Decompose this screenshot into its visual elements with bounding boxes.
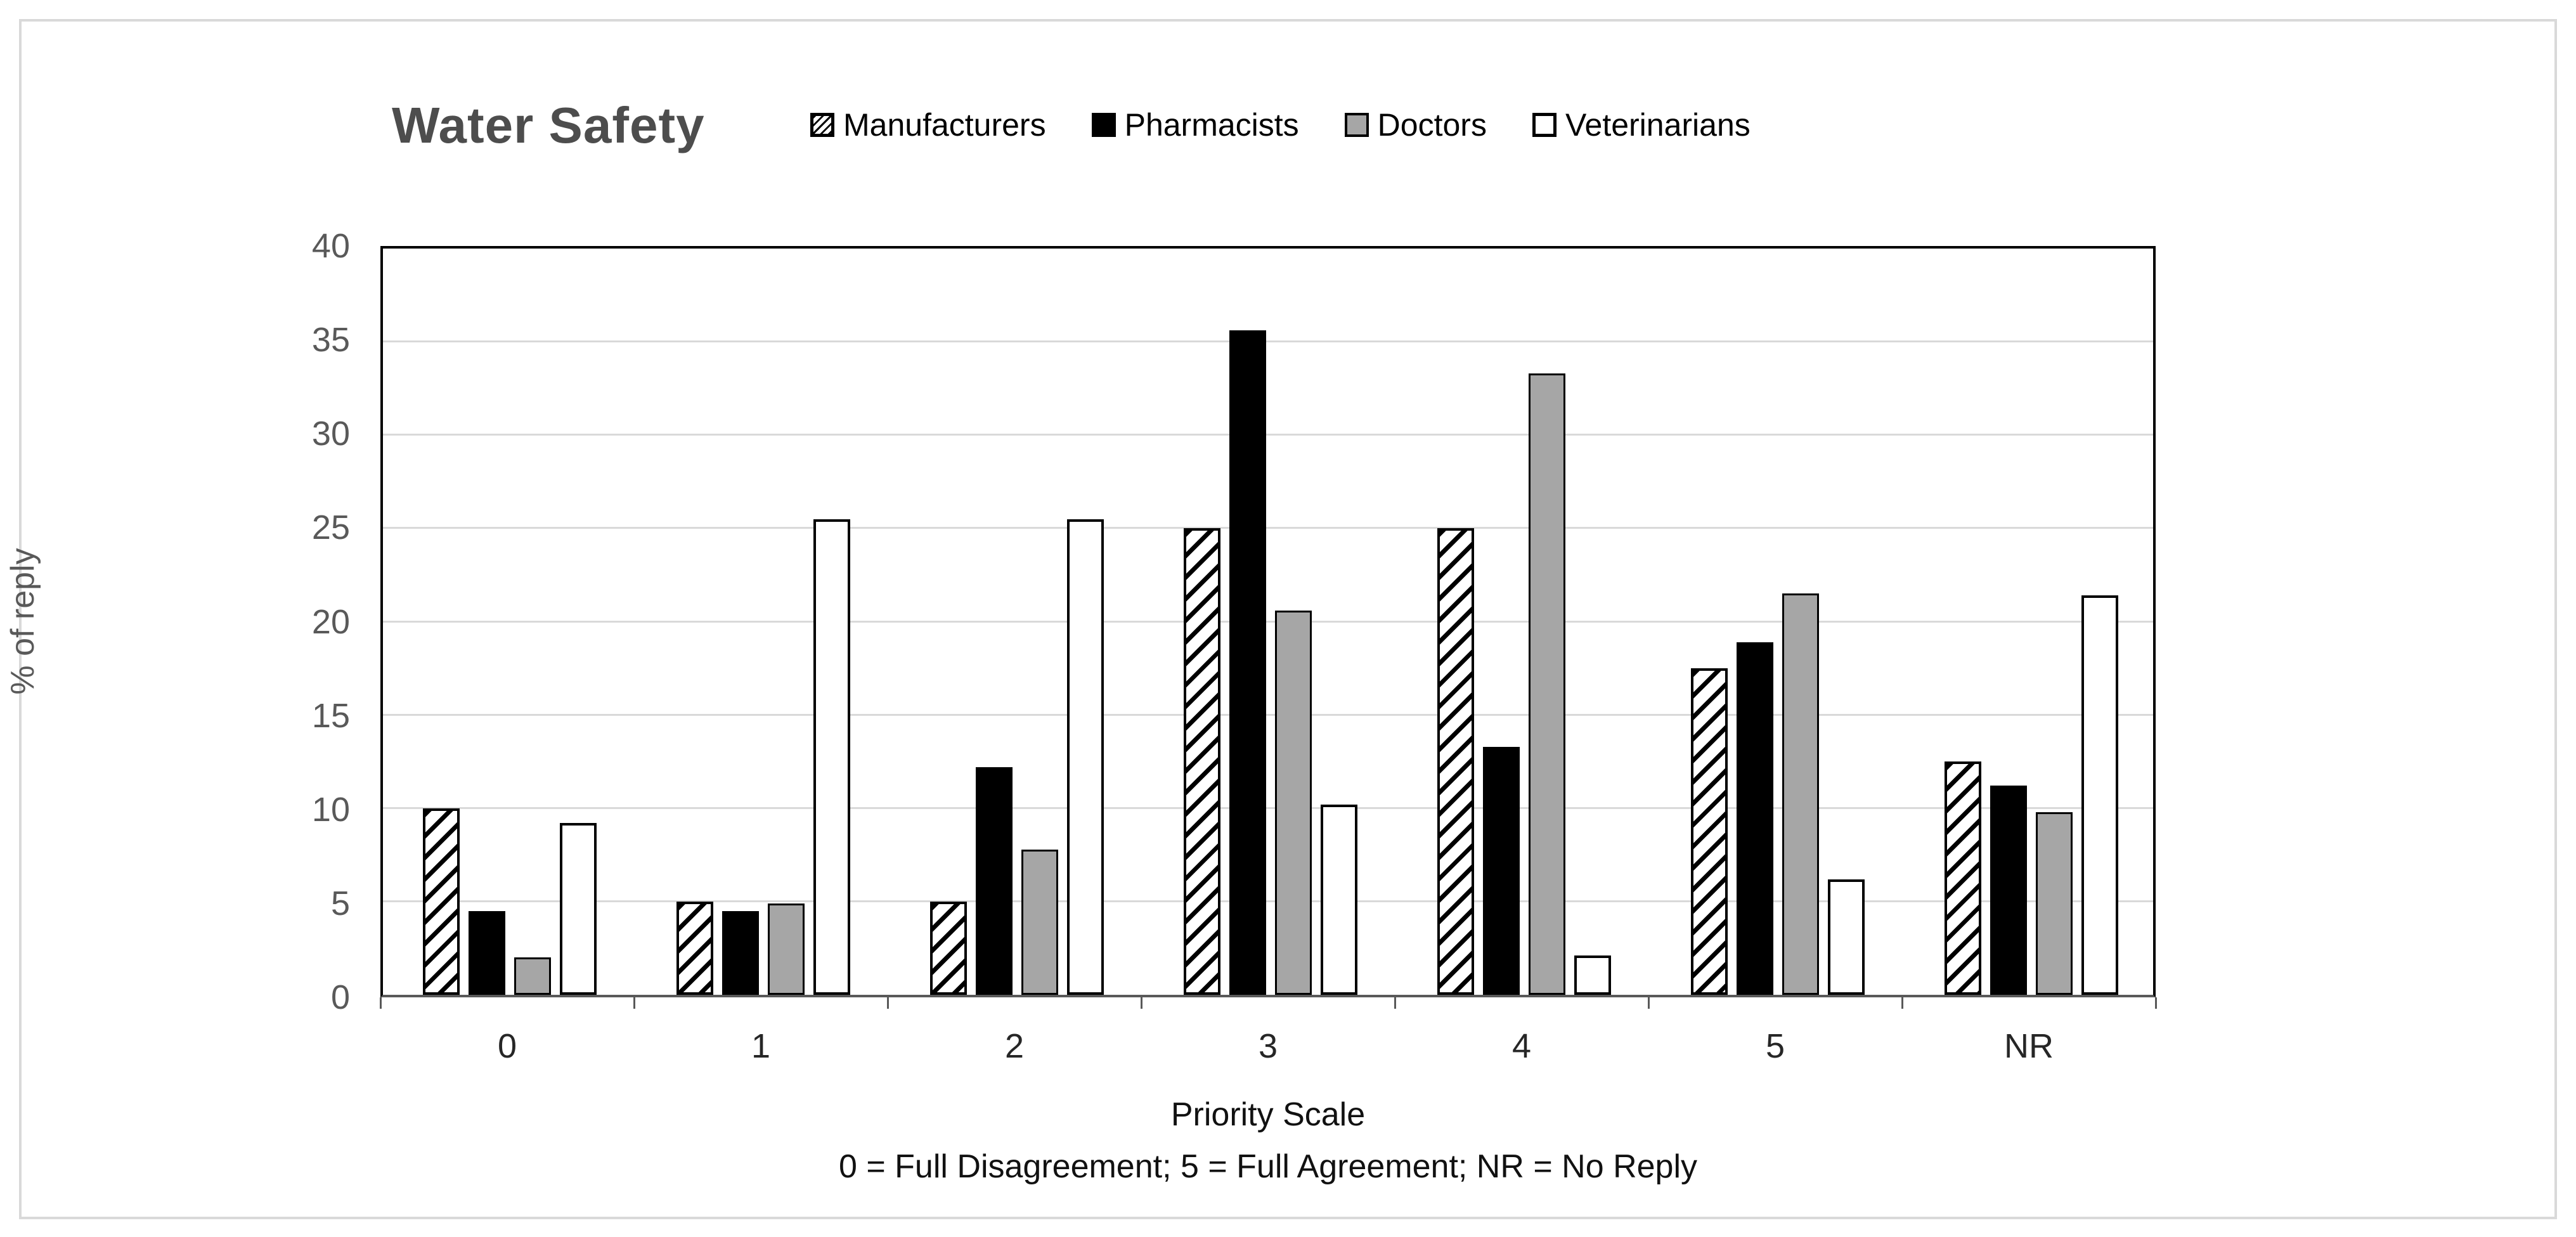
category-group-0 [383,249,637,995]
bar-doctors-0 [514,957,551,995]
y-tick-label: 0 [330,978,350,1016]
bar-doctors-2 [1021,849,1058,995]
category-group-5 [1651,249,1905,995]
gridline [383,434,2153,436]
x-tick-label-5: 5 [1765,1027,1785,1065]
bar-pharmacists-NR [1990,786,2027,995]
legend: Manufacturers Pharmacists Doctors Veteri… [810,109,1751,141]
bar-pharmacists-3 [1229,330,1266,995]
category-group-4 [1397,249,1651,995]
category-group-2 [890,249,1144,995]
y-tick-label: 10 [311,790,350,829]
bar-doctors-1 [768,903,805,995]
chart-title: Water Safety [392,97,705,153]
bar-manufacturers-0 [423,808,460,995]
y-tick-label: 35 [311,321,350,359]
bar-veterinarians-3 [1321,804,1357,995]
bar-manufacturers-1 [676,901,713,995]
x-axis-title: Priority Scale [1170,1096,1366,1133]
bar-manufacturers-3 [1184,528,1220,995]
gridline [383,527,2153,529]
bar-veterinarians-4 [1574,955,1611,995]
bar-groups [383,249,2153,995]
bar-pharmacists-2 [976,767,1013,995]
x-tick-mark [886,997,889,1009]
legend-item-pharmacists: Pharmacists [1091,107,1299,143]
bar-veterinarians-NR [2081,595,2118,995]
veterinarians-swatch-icon [1532,113,1557,137]
x-tick-label-0: 0 [497,1027,517,1065]
legend-item-doctors: Doctors [1344,107,1487,143]
bar-doctors-3 [1275,610,1312,995]
bar-manufacturers-2 [930,901,967,995]
category-group-NR [1905,249,2158,995]
x-tick-mark [1141,997,1142,1009]
x-tick-label-2: 2 [1004,1027,1025,1065]
legend-item-veterinarians: Veterinarians [1532,109,1751,141]
y-tick-label: 5 [330,884,350,923]
gridline [383,806,2153,809]
legend-label: Veterinarians [1565,107,1751,143]
axis-footnote: 0 = Full Disagreement; 5 = Full Agreemen… [838,1148,1698,1185]
bar-veterinarians-2 [1067,519,1104,995]
bar-pharmacists-5 [1737,642,1773,995]
x-axis-ticks [380,997,2157,1010]
legend-label: Manufacturers [843,107,1046,143]
x-tick-mark [1394,997,1396,1009]
x-tick-mark [1901,997,1903,1009]
bar-veterinarians-0 [560,823,597,995]
x-tick-label-3: 3 [1258,1027,1278,1065]
x-tick-mark [2155,997,2157,1009]
legend-label: Pharmacists [1124,107,1299,143]
x-tick-label-1: 1 [751,1027,771,1065]
x-tick-mark [380,997,382,1009]
y-tick-label: 15 [311,696,350,735]
x-tick-mark [633,997,635,1009]
gridline [383,713,2153,716]
x-tick-label-NR: NR [2004,1027,2054,1065]
bar-manufacturers-NR [1945,761,1981,995]
bar-doctors-NR [2036,812,2073,995]
bar-veterinarians-5 [1828,879,1865,995]
bar-manufacturers-5 [1691,668,1728,995]
bar-pharmacists-4 [1483,746,1520,995]
legend-label: Doctors [1377,107,1487,143]
y-tick-label: 40 [311,227,350,265]
x-tick-mark [1648,997,1650,1009]
category-group-3 [1144,249,1397,995]
y-axis-tick-labels: 0 5 10 15 20 25 30 35 40 [0,229,350,1014]
bar-doctors-4 [1529,373,1565,995]
category-group-1 [637,249,890,995]
y-tick-label: 20 [311,602,350,641]
manufacturers-swatch-icon [810,113,834,137]
y-tick-label: 25 [311,508,350,547]
bar-manufacturers-4 [1437,528,1474,995]
bar-veterinarians-1 [813,519,850,995]
bar-doctors-5 [1782,593,1819,995]
plot-area [380,246,2156,997]
bar-pharmacists-1 [722,910,759,995]
x-tick-label-4: 4 [1511,1027,1532,1065]
y-tick-label: 30 [311,415,350,453]
doctors-swatch-icon [1344,113,1369,137]
pharmacists-swatch-icon [1091,113,1116,137]
gridline [383,340,2153,343]
bar-pharmacists-0 [469,910,505,995]
gridline [383,620,2153,623]
legend-item-manufacturers: Manufacturers [810,109,1046,141]
gridline [383,900,2153,902]
x-axis-tick-labels: 0 1 2 3 4 5 NR [380,1026,2156,1067]
